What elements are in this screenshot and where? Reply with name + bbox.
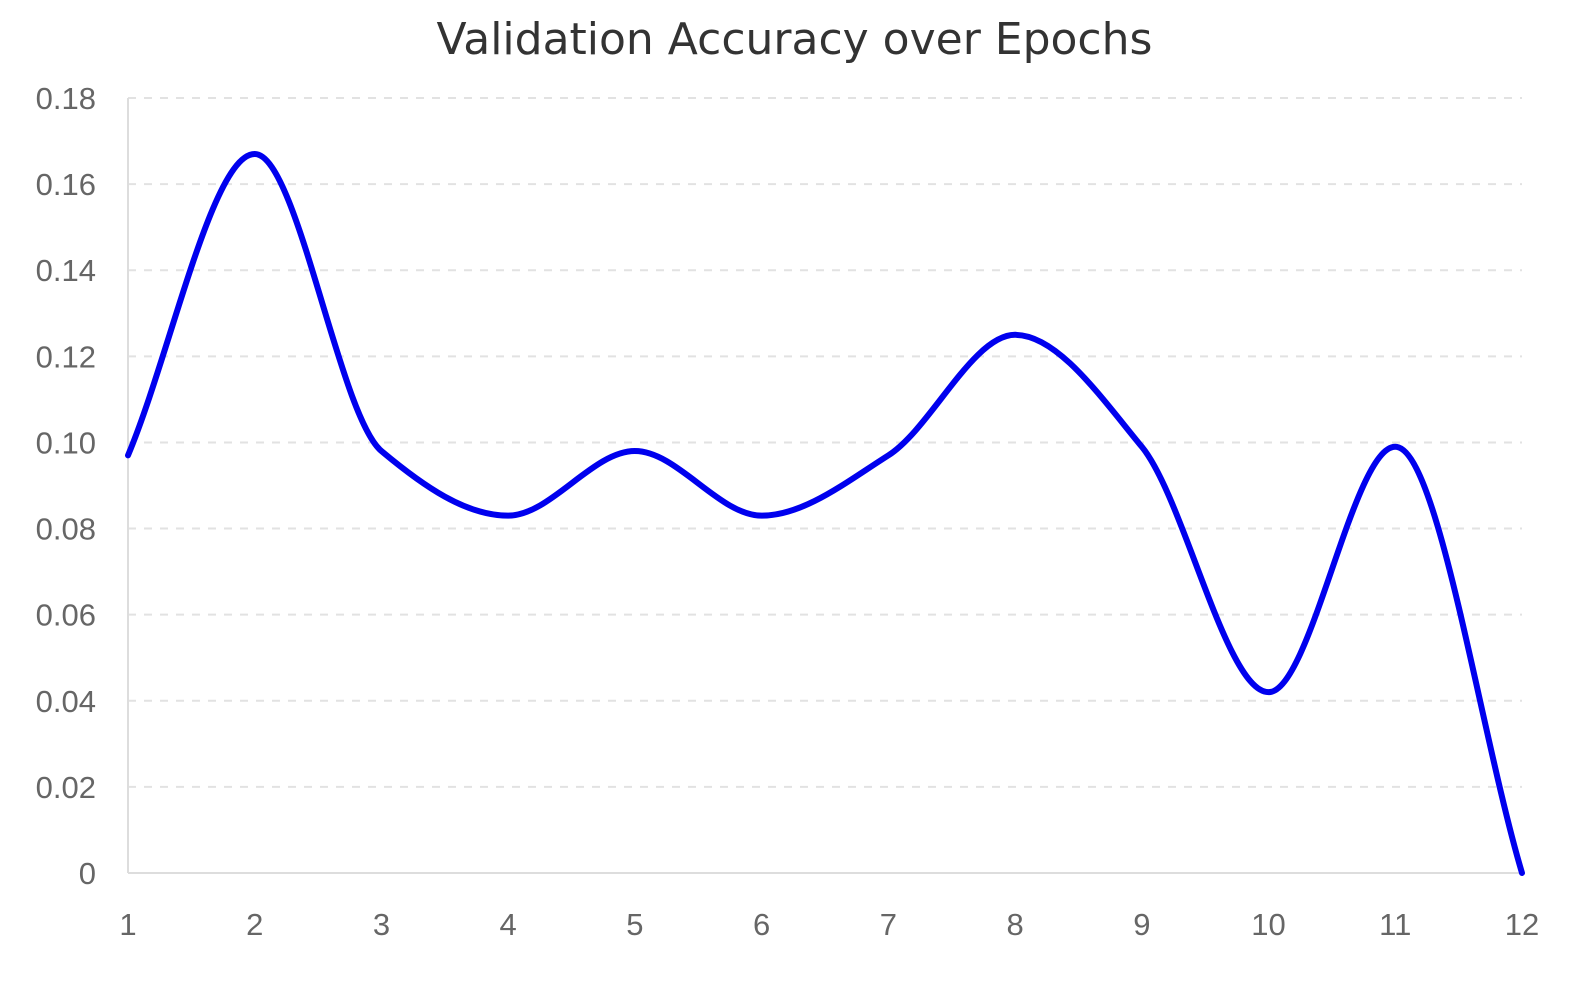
x-tick-label: 12 (1505, 907, 1539, 942)
y-tick-label: 0.08 (36, 512, 96, 547)
x-tick-label: 5 (626, 907, 643, 942)
y-tick-label: 0 (79, 856, 96, 891)
y-tick-label: 0.02 (36, 770, 96, 805)
x-tick-label: 11 (1379, 907, 1411, 942)
x-tick-label: 10 (1251, 907, 1285, 942)
x-tick-label: 6 (753, 907, 770, 942)
x-tick-label: 4 (500, 907, 517, 942)
y-tick-label: 0.06 (36, 598, 96, 633)
x-tick-label: 8 (1006, 907, 1023, 942)
chart-title: Validation Accuracy over Epochs (436, 14, 1153, 65)
series-line (125, 150, 1525, 876)
x-tick-label: 3 (373, 907, 390, 942)
x-tick-label: 7 (880, 907, 897, 942)
x-tick-label: 1 (119, 907, 136, 942)
x-tick-label: 2 (246, 907, 263, 942)
y-tick-label: 0.04 (36, 684, 96, 719)
y-tick-label: 0.12 (36, 339, 96, 374)
y-tick-label: 0.10 (36, 425, 96, 460)
y-tick-label: 0.16 (36, 167, 96, 202)
x-tick-label: 9 (1133, 907, 1150, 942)
y-tick-label: 0.18 (36, 81, 96, 116)
y-tick-label: 0.14 (36, 253, 96, 288)
